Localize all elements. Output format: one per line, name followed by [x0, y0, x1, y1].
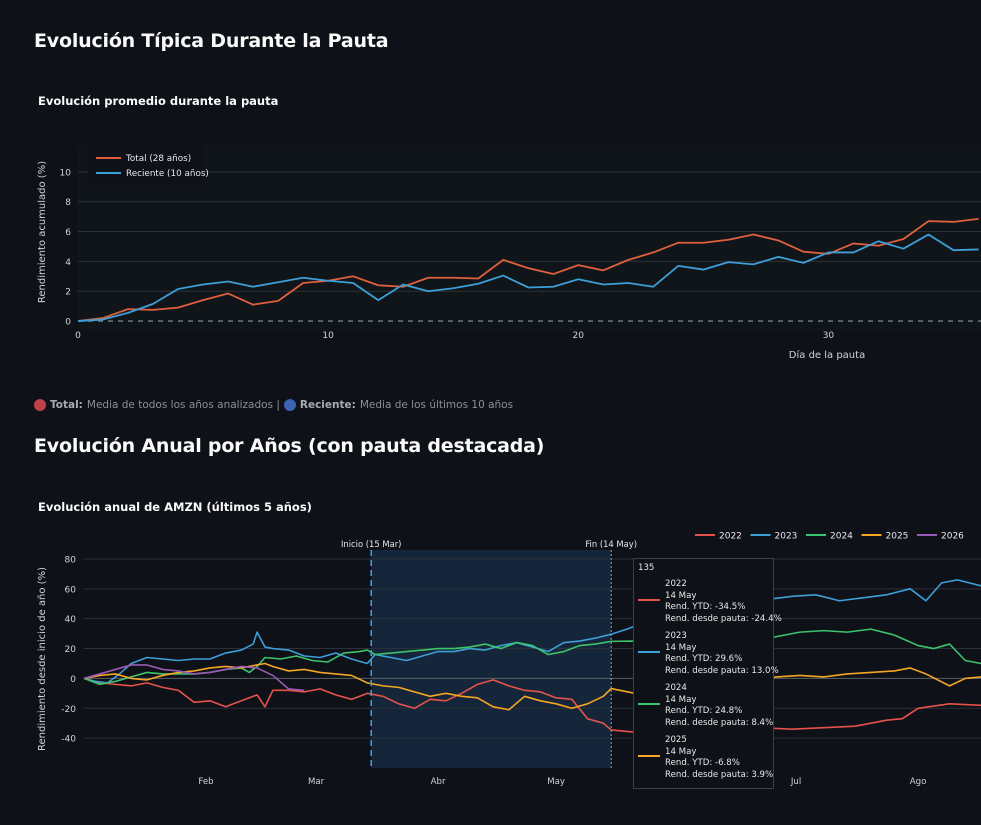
chart2-xtick-label: Jul: [790, 777, 801, 787]
chart2-title: Evolución anual de AMZN (últimos 5 años): [38, 500, 312, 514]
chart2-series-line-2025[interactable]: [83, 662, 981, 711]
tooltip-ytd: Rend. YTD: -34.5%: [665, 602, 746, 612]
chart2-xtick-label: May: [547, 777, 565, 787]
chart2-legend-label: 2026: [941, 532, 964, 542]
chart2-ytick-label: -40: [61, 735, 76, 745]
chart1-title: Evolución promedio durante la pauta: [38, 94, 279, 108]
tooltip-lines: 2023 14 May Rend. YTD: 29.6% Rend. desde pa…: [665, 631, 779, 677]
chart1-ytick-label: 0: [65, 318, 71, 328]
chart2-legend-label: 2023: [775, 532, 798, 542]
chart1-xaxis-title: Día de la pauta: [789, 349, 865, 361]
tooltip-year: 2024: [665, 683, 687, 693]
chart1-ytick-label: 4: [65, 258, 71, 268]
tooltip-header: 135: [638, 563, 655, 573]
chart2-yaxis-title: Rendimiento desde inicio de año (%): [37, 567, 48, 751]
tooltip-date: 14 May: [665, 694, 697, 705]
tooltip-ytd: Rend. YTD: 29.6%: [665, 654, 743, 664]
chart1-series-line-0[interactable]: [77, 217, 979, 322]
chart1-svg[interactable]: 0 2 4 6 8 10 0 10 20 30 Día de la pauta Rendimiento…: [0, 0, 981, 380]
tooltip-date: 14 May: [665, 590, 697, 601]
chart1-xtick-label: 30: [823, 331, 835, 341]
tooltip-since: Rend. desde pauta: 8.4%: [665, 717, 774, 728]
tooltip-swatch: [638, 703, 660, 705]
chart1-ytick-label: 8: [65, 198, 71, 208]
chart2-legend-label: 2024: [830, 532, 853, 542]
chart2-series-line-2023[interactable]: [83, 579, 981, 684]
highlight-period-band: [371, 550, 612, 768]
chart1-xtick-label: 0: [75, 331, 81, 341]
tooltip-since: Rend. desde pauta: 13.0%: [665, 665, 779, 676]
tooltip-since: Rend. desde pauta: -24.4%: [665, 613, 782, 624]
tooltip-swatch: [638, 599, 660, 601]
chart2-ytick-label: 20: [65, 645, 77, 655]
tooltip-swatch: [638, 651, 660, 653]
chart2-ytick-label: 60: [65, 585, 77, 595]
total-dot-icon: [34, 399, 46, 411]
tooltip-since: Rend. desde pauta: 3.9%: [665, 769, 774, 780]
section-title-annual: Evolución Anual por Años (con pauta dest…: [34, 435, 545, 457]
chart2-xtick-label: Mar: [308, 777, 325, 787]
period-end-label: Fin (14 May): [585, 539, 637, 549]
chart2-xtick-label: Ago: [910, 777, 927, 787]
chart2-series-line-2026[interactable]: [83, 664, 305, 692]
caption-recent-text: Media de los últimos 10 años: [359, 399, 514, 411]
chart1-plot-area: [78, 145, 981, 330]
chart1-legend-label: Reciente (10 años): [126, 169, 209, 179]
tooltip-year: 2025: [665, 735, 687, 745]
period-start-label: Inicio (15 Mar): [341, 539, 401, 549]
chart1-yaxis-title: Rendimiento acumulado (%): [37, 161, 48, 303]
tooltip-ytd: Rend. YTD: 24.8%: [665, 706, 743, 716]
tooltip-ytd: Rend. YTD: -6.8%: [665, 758, 740, 768]
hover-tooltip: 135 2022 14 May Rend. YTD: -34.5% Rend. des…: [633, 558, 782, 789]
section-title-typical: Evolución Típica Durante la Pauta: [34, 30, 389, 52]
tooltip-year: 2022: [665, 579, 687, 589]
chart1-caption: Total: Media de todos los años analizado…: [34, 399, 513, 411]
chart1-xtick-label: 20: [573, 331, 585, 341]
tooltip-lines: 2022 14 May Rend. YTD: -34.5% Rend. desde p…: [665, 579, 782, 625]
tooltip-date: 14 May: [665, 746, 697, 757]
chart1-xtick-label: 10: [322, 331, 334, 341]
chart1-series-line-1[interactable]: [77, 233, 979, 322]
chart1-legend-label: Total (28 años): [125, 154, 191, 164]
recent-dot-icon: [283, 399, 296, 411]
chart2-xtick-label: Feb: [198, 777, 213, 787]
caption-recent-label: Reciente:: [299, 399, 356, 411]
chart1-ytick-label: 6: [65, 228, 71, 238]
tooltip-lines: 2025 14 May Rend. YTD: -6.8% Rend. desde pa…: [665, 735, 773, 781]
caption-total-text: Media de todos los años analizados |: [86, 399, 280, 411]
tooltip-year: 2023: [665, 631, 687, 641]
tooltip-swatch: [638, 755, 660, 757]
chart2-legend-label: 2025: [886, 532, 909, 542]
chart2-ytick-label: 80: [65, 555, 77, 565]
chart2-xtick-label: Abr: [431, 777, 446, 787]
chart1-ytick-label: 2: [65, 288, 71, 298]
chart2-ytick-label: 40: [65, 615, 77, 625]
chart2-ytick-label: 0: [70, 675, 76, 685]
tooltip-date: 14 May: [665, 642, 697, 653]
chart2-legend-label: 2022: [719, 532, 742, 542]
chart1-legend-bg: [88, 147, 204, 185]
chart1-ytick-label: 10: [60, 168, 72, 178]
tooltip-lines: 2024 14 May Rend. YTD: 24.8% Rend. desde pa…: [665, 683, 773, 729]
chart2-ytick-label: -20: [61, 705, 76, 715]
caption-total-label: Total:: [50, 399, 83, 411]
